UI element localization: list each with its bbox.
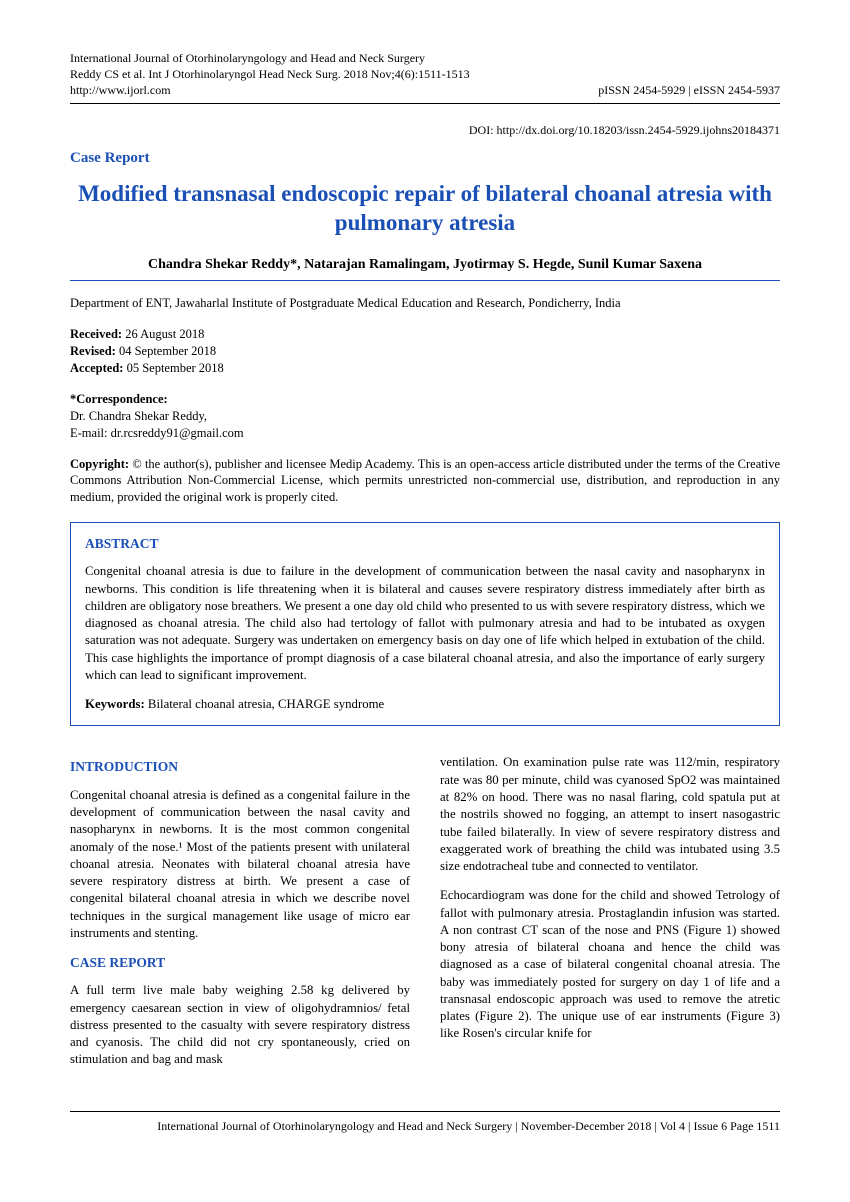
case-report-heading: CASE REPORT [70,954,410,972]
journal-name: International Journal of Otorhinolaryngo… [70,50,780,66]
case-paragraph-3: Echocardiogram was done for the child an… [440,887,780,1042]
keywords-line: Keywords: Bilateral choanal atresia, CHA… [85,696,765,713]
keywords-text: Bilateral choanal atresia, CHARGE syndro… [148,697,384,711]
correspondence-name: Dr. Chandra Shekar Reddy, [70,408,780,425]
authors-rule [70,280,780,281]
footer: International Journal of Otorhinolaryngo… [70,1118,780,1134]
doi: DOI: http://dx.doi.org/10.18203/issn.245… [70,122,780,138]
running-header: International Journal of Otorhinolaryngo… [70,50,780,99]
article-title: Modified transnasal endoscopic repair of… [70,180,780,238]
affiliation: Department of ENT, Jawaharlal Institute … [70,295,780,312]
correspondence-email: E-mail: dr.rcsreddy91@gmail.com [70,425,780,442]
correspondence-block: *Correspondence: Dr. Chandra Shekar Redd… [70,391,780,442]
revised-label: Revised: [70,344,116,358]
left-column: INTRODUCTION Congenital choanal atresia … [70,754,410,1080]
accepted-label: Accepted: [70,361,123,375]
abstract-box: ABSTRACT Congenital choanal atresia is d… [70,522,780,726]
abstract-heading: ABSTRACT [85,535,765,553]
case-paragraph-2: ventilation. On examination pulse rate w… [440,754,780,875]
article-type: Case Report [70,148,780,168]
dates-block: Received: 26 August 2018 Revised: 04 Sep… [70,326,780,377]
copyright: Copyright: © the author(s), publisher an… [70,456,780,507]
footer-rule [70,1111,780,1112]
revised-date: 04 September 2018 [119,344,216,358]
authors: Chandra Shekar Reddy*, Natarajan Ramalin… [70,256,780,275]
accepted-date: 05 September 2018 [127,361,224,375]
journal-url: http://www.ijorl.com [70,82,171,98]
received-date: 26 August 2018 [125,327,204,341]
citation-line: Reddy CS et al. Int J Otorhinolaryngol H… [70,66,470,82]
abstract-text: Congenital choanal atresia is due to fai… [85,563,765,684]
case-paragraph-1: A full term live male baby weighing 2.58… [70,982,410,1068]
received-label: Received: [70,327,122,341]
issn: pISSN 2454-5929 | eISSN 2454-5937 [598,82,780,98]
correspondence-label: *Correspondence: [70,391,780,408]
body-columns: INTRODUCTION Congenital choanal atresia … [70,754,780,1080]
intro-paragraph: Congenital choanal atresia is defined as… [70,787,410,942]
copyright-text: © the author(s), publisher and licensee … [70,457,780,505]
keywords-label: Keywords: [85,697,145,711]
right-column: ventilation. On examination pulse rate w… [440,754,780,1080]
introduction-heading: INTRODUCTION [70,758,410,776]
header-rule [70,103,780,104]
